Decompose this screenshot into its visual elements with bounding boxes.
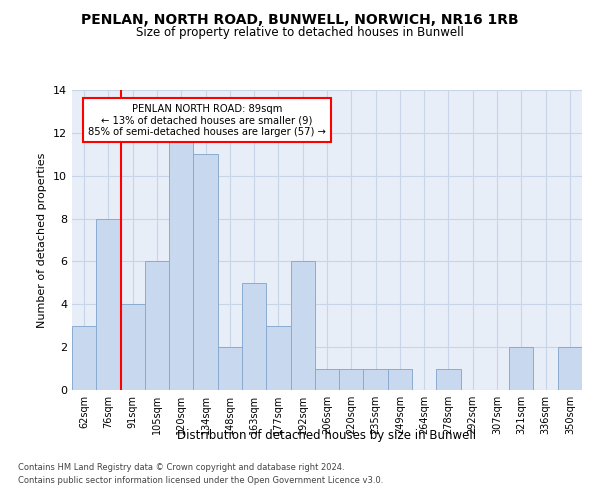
- Bar: [364, 368, 388, 390]
- Bar: [242, 283, 266, 390]
- Bar: [509, 347, 533, 390]
- Bar: [218, 347, 242, 390]
- Bar: [266, 326, 290, 390]
- Text: Contains HM Land Registry data © Crown copyright and database right 2024.: Contains HM Land Registry data © Crown c…: [18, 464, 344, 472]
- Text: Size of property relative to detached houses in Bunwell: Size of property relative to detached ho…: [136, 26, 464, 39]
- Bar: [145, 262, 169, 390]
- Bar: [193, 154, 218, 390]
- Text: Distribution of detached houses by size in Bunwell: Distribution of detached houses by size …: [178, 428, 476, 442]
- Bar: [72, 326, 96, 390]
- Bar: [388, 368, 412, 390]
- Bar: [96, 218, 121, 390]
- Bar: [558, 347, 582, 390]
- Text: PENLAN, NORTH ROAD, BUNWELL, NORWICH, NR16 1RB: PENLAN, NORTH ROAD, BUNWELL, NORWICH, NR…: [81, 12, 519, 26]
- Bar: [315, 368, 339, 390]
- Text: Contains public sector information licensed under the Open Government Licence v3: Contains public sector information licen…: [18, 476, 383, 485]
- Y-axis label: Number of detached properties: Number of detached properties: [37, 152, 47, 328]
- Bar: [436, 368, 461, 390]
- Bar: [290, 262, 315, 390]
- Text: PENLAN NORTH ROAD: 89sqm
← 13% of detached houses are smaller (9)
85% of semi-de: PENLAN NORTH ROAD: 89sqm ← 13% of detach…: [88, 104, 326, 136]
- Bar: [121, 304, 145, 390]
- Bar: [169, 133, 193, 390]
- Bar: [339, 368, 364, 390]
